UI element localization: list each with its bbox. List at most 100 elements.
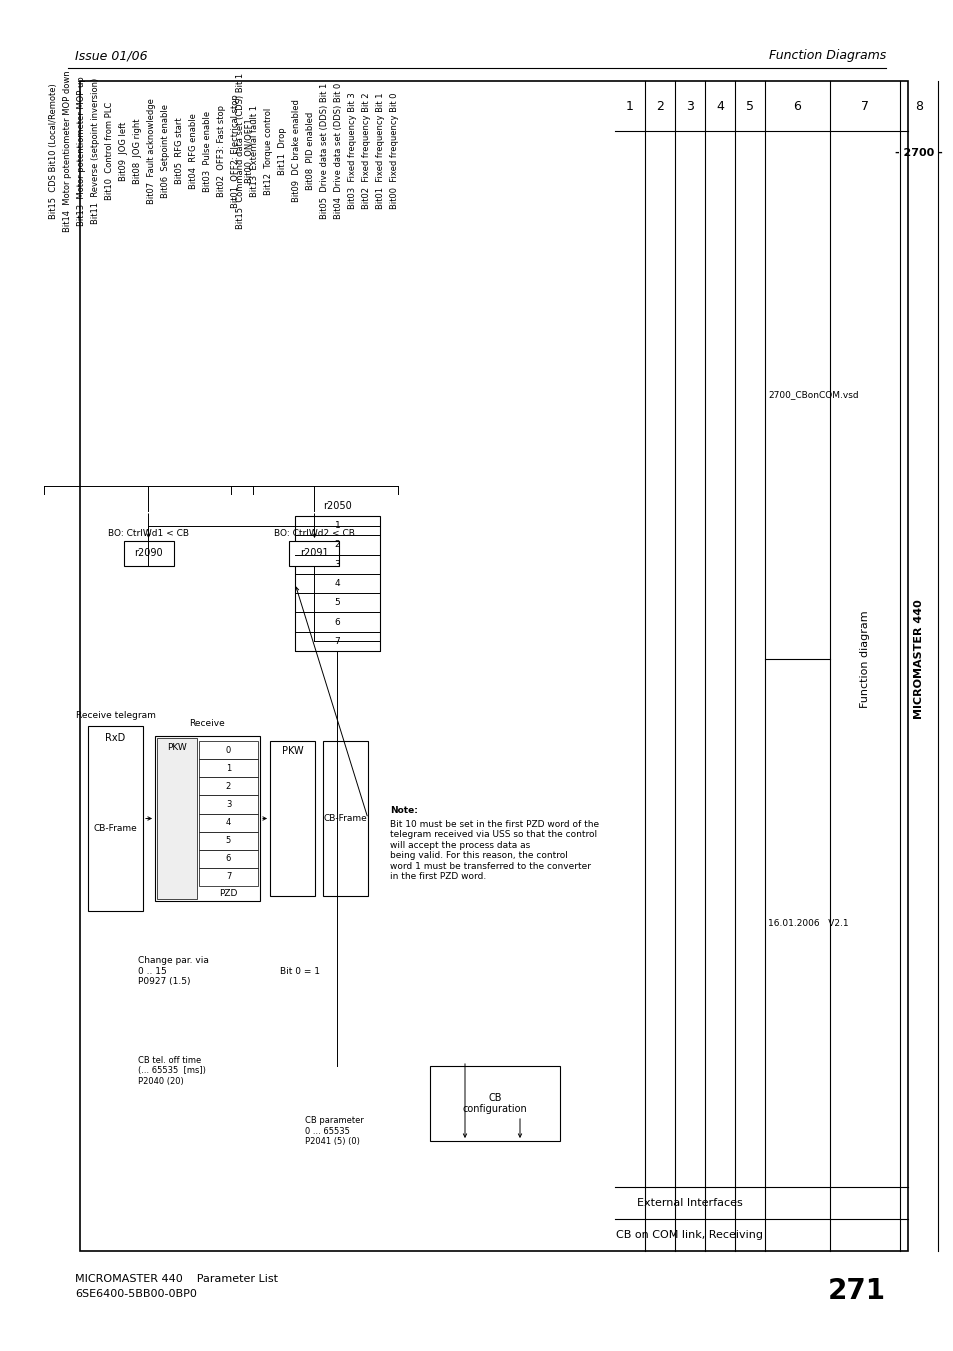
Text: Bit15  CDS Bit10 (Local/Remote): Bit15 CDS Bit10 (Local/Remote) — [49, 84, 58, 219]
Bar — [199, 867, 257, 886]
Text: 1: 1 — [335, 521, 340, 530]
Text: Bit02  Fixed frequency Bit 2: Bit02 Fixed frequency Bit 2 — [361, 93, 371, 209]
Text: CB on COM link, Receiving: CB on COM link, Receiving — [616, 1229, 762, 1240]
Bar — [199, 813, 257, 832]
Text: 5: 5 — [745, 100, 753, 112]
Text: - 2700 -: - 2700 - — [894, 149, 942, 158]
Text: Bit05  Drive data set (DDS) Bit 1: Bit05 Drive data set (DDS) Bit 1 — [319, 82, 329, 219]
Text: Bit15  Command data set (CDS) Bit 1: Bit15 Command data set (CDS) Bit 1 — [235, 73, 245, 230]
Bar — [88, 725, 143, 911]
Text: 4: 4 — [335, 580, 340, 588]
Text: Bit02  OFF3: Fast stop: Bit02 OFF3: Fast stop — [216, 105, 226, 197]
Text: 271: 271 — [827, 1277, 885, 1305]
Bar — [199, 740, 257, 759]
Text: 6SE6400-5BB00-0BP0: 6SE6400-5BB00-0BP0 — [75, 1289, 196, 1300]
Bar — [430, 1066, 559, 1142]
Text: PKW: PKW — [167, 743, 187, 753]
Text: 6: 6 — [793, 100, 801, 112]
Text: Bit 0 = 1: Bit 0 = 1 — [280, 966, 319, 975]
Text: BO: CtrlWd1 < CB: BO: CtrlWd1 < CB — [108, 528, 189, 538]
Text: Bit 10 must be set in the first PZD word of the
telegram received via USS so tha: Bit 10 must be set in the first PZD word… — [390, 820, 598, 881]
Text: PKW: PKW — [281, 746, 303, 757]
Text: 16.01.2006   V2.1: 16.01.2006 V2.1 — [767, 919, 848, 928]
Text: Bit00  Fixed frequency Bit 0: Bit00 Fixed frequency Bit 0 — [390, 93, 398, 209]
Text: Bit03  Pulse enable: Bit03 Pulse enable — [203, 111, 212, 192]
Text: 2: 2 — [335, 540, 340, 550]
Text: BO: CtrlWd2 < CB: BO: CtrlWd2 < CB — [274, 528, 355, 538]
Text: 3: 3 — [685, 100, 693, 112]
Text: Bit00  ON/OFF1: Bit00 ON/OFF1 — [245, 119, 253, 184]
Bar — [323, 740, 368, 896]
Text: MICROMASTER 440    Parameter List: MICROMASTER 440 Parameter List — [75, 1274, 277, 1283]
Bar — [80, 81, 907, 1251]
Text: 6: 6 — [226, 854, 231, 863]
Text: 7: 7 — [861, 100, 868, 112]
Text: Bit07  Fault acknowledge: Bit07 Fault acknowledge — [147, 99, 156, 204]
Text: Bit04  RFG enable: Bit04 RFG enable — [189, 113, 198, 189]
Bar — [199, 850, 257, 867]
Text: Bit05  RFG start: Bit05 RFG start — [174, 118, 184, 184]
Text: Issue 01/06: Issue 01/06 — [75, 50, 148, 62]
Text: 7: 7 — [335, 636, 340, 646]
Text: Bit12  Torque control: Bit12 Torque control — [264, 107, 273, 195]
Text: Bit01  Fixed frequency Bit 1: Bit01 Fixed frequency Bit 1 — [375, 93, 385, 209]
Text: 0: 0 — [226, 746, 231, 755]
Text: 4: 4 — [226, 819, 231, 827]
Text: Bit13  Motor potentiometer MOP up: Bit13 Motor potentiometer MOP up — [77, 76, 86, 226]
Text: Function Diagrams: Function Diagrams — [768, 50, 885, 62]
Text: Bit08  JOG right: Bit08 JOG right — [132, 119, 142, 184]
Text: Bit04  Drive data set (DDS) Bit 0: Bit04 Drive data set (DDS) Bit 0 — [334, 82, 343, 219]
Bar — [199, 796, 257, 813]
Text: 5: 5 — [335, 598, 340, 608]
Text: r2050: r2050 — [323, 501, 352, 511]
Bar — [270, 740, 314, 896]
Bar — [199, 832, 257, 850]
Bar — [199, 759, 257, 777]
Text: r2090: r2090 — [134, 549, 163, 558]
Text: 4: 4 — [716, 100, 723, 112]
Text: 1: 1 — [625, 100, 634, 112]
Text: Function diagram: Function diagram — [859, 611, 869, 708]
Bar — [294, 516, 379, 651]
Text: Bit11  Drop: Bit11 Drop — [277, 127, 287, 174]
Text: Bit09  DC brake enabled: Bit09 DC brake enabled — [292, 100, 301, 203]
Text: PZD: PZD — [219, 889, 237, 897]
Text: 2: 2 — [226, 782, 231, 790]
Text: 1: 1 — [226, 763, 231, 773]
Text: CB
configuration: CB configuration — [462, 1093, 527, 1115]
Text: Bit13  External fault 1: Bit13 External fault 1 — [250, 105, 258, 197]
Text: 2700_CBonCOM.vsd: 2700_CBonCOM.vsd — [767, 390, 858, 400]
Text: 3: 3 — [226, 800, 231, 809]
Text: CB parameter
0 ... 65535
P2041 (5) (0): CB parameter 0 ... 65535 P2041 (5) (0) — [305, 1116, 363, 1146]
Bar — [154, 736, 260, 901]
Text: 2: 2 — [656, 100, 663, 112]
Text: RxD: RxD — [105, 734, 126, 743]
Text: Bit01  OFF2: Electrical stop: Bit01 OFF2: Electrical stop — [231, 95, 240, 208]
Text: Receive: Receive — [190, 720, 225, 728]
Text: 5: 5 — [226, 836, 231, 846]
Text: 6: 6 — [335, 617, 340, 627]
Text: CB-Frame: CB-Frame — [93, 824, 137, 834]
Text: Bit14  Motor potentiometer MOP down: Bit14 Motor potentiometer MOP down — [63, 70, 71, 232]
Bar — [199, 777, 257, 796]
Text: MICROMASTER 440: MICROMASTER 440 — [913, 598, 923, 719]
Text: External Interfaces: External Interfaces — [637, 1198, 742, 1208]
Text: Bit08  PID enabled: Bit08 PID enabled — [306, 112, 314, 190]
Text: 8: 8 — [914, 100, 923, 112]
Text: 3: 3 — [335, 559, 340, 569]
Text: Bit09  JOG left: Bit09 JOG left — [119, 122, 128, 181]
Text: Bit03  Fixed frequency Bit 3: Bit03 Fixed frequency Bit 3 — [348, 93, 356, 209]
Text: 7: 7 — [226, 873, 231, 881]
Bar — [289, 540, 339, 566]
Bar — [123, 540, 173, 566]
Text: r2091: r2091 — [300, 549, 329, 558]
Text: Receive telegram: Receive telegram — [75, 712, 155, 720]
Text: CB-Frame: CB-Frame — [323, 815, 367, 823]
Text: Bit06  Setpoint enable: Bit06 Setpoint enable — [161, 104, 170, 199]
Text: Bit10  Control from PLC: Bit10 Control from PLC — [105, 101, 113, 200]
Bar — [157, 738, 196, 898]
Text: Bit11  Reverse (setpoint inversion): Bit11 Reverse (setpoint inversion) — [91, 78, 100, 224]
Text: CB tel. off time
(... 65535  [ms])
P2040 (20): CB tel. off time (... 65535 [ms]) P2040 … — [138, 1056, 206, 1086]
Text: Note:: Note: — [390, 807, 417, 815]
Text: Change par. via
0 .. 15
P0927 (1.5): Change par. via 0 .. 15 P0927 (1.5) — [138, 957, 209, 986]
